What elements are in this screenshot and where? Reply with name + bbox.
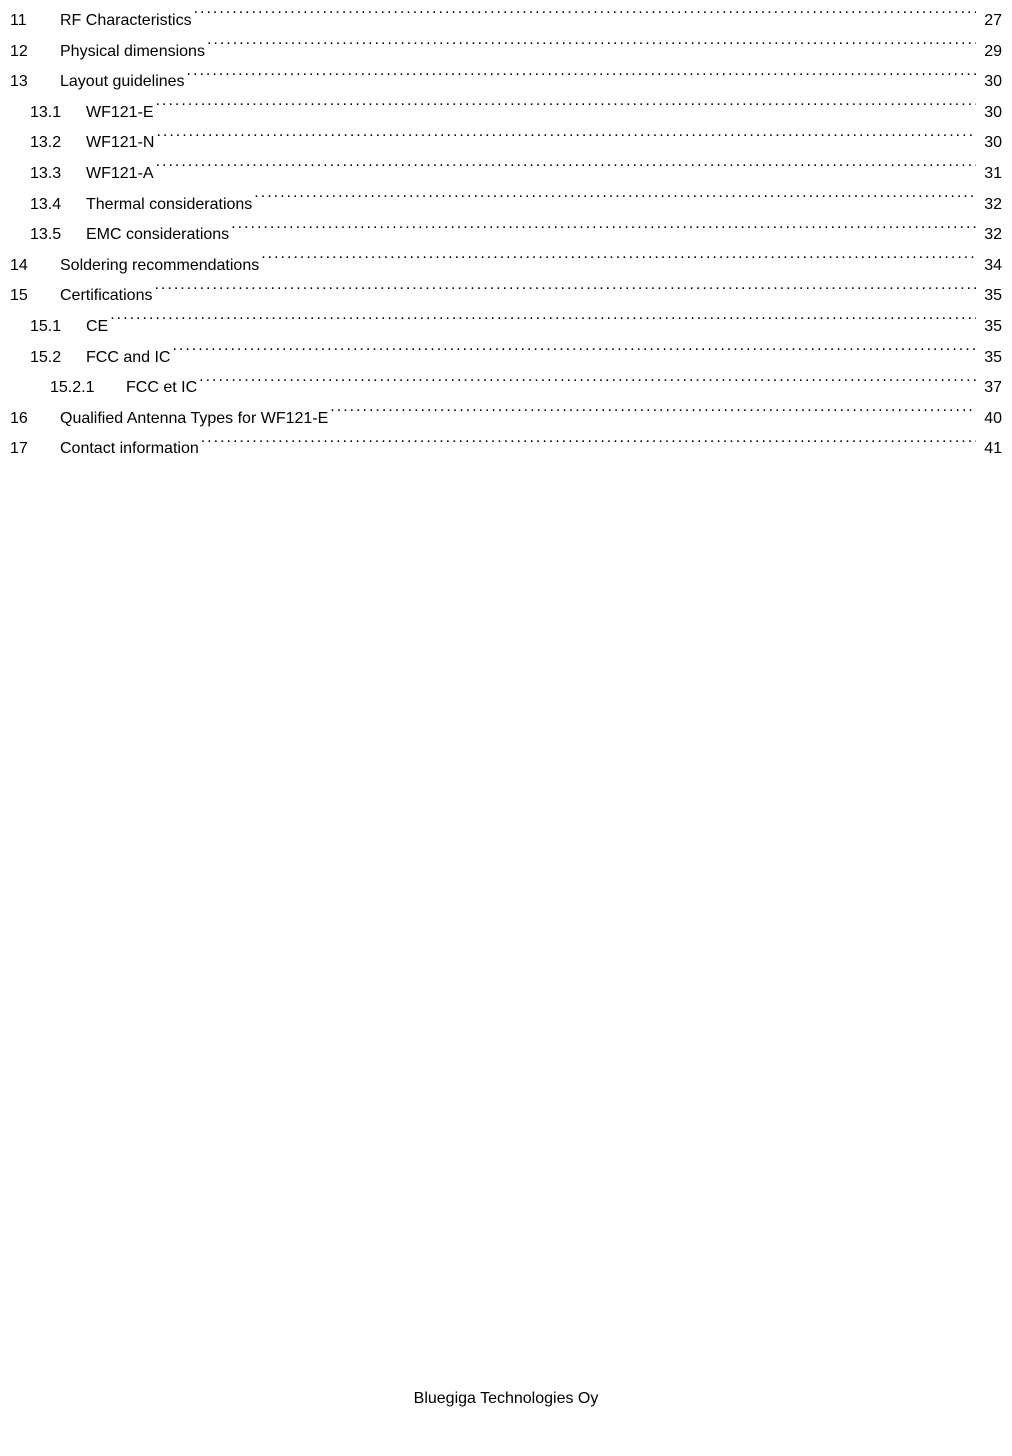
- toc-entry-number: 13.4: [30, 190, 86, 221]
- toc-entry: 13.4 Thermal considerations 32: [10, 190, 1002, 221]
- toc-entry: 13.2 WF121-N 30: [10, 128, 1002, 159]
- toc-entry-page: 32: [978, 190, 1002, 221]
- toc-entry: 15 Certifications 35: [10, 281, 1002, 312]
- toc-entry: 13.1 WF121-E 30: [10, 98, 1002, 129]
- toc-entry: 15.2.1 FCC et IC 37: [10, 373, 1002, 404]
- toc-entry-page: 35: [978, 343, 1002, 374]
- toc-entry-number: 11: [10, 6, 60, 37]
- toc-entry-page: 37: [978, 373, 1002, 404]
- toc-entry-number: 17: [10, 434, 60, 465]
- toc-leader-dots: [110, 315, 976, 331]
- toc-entry-number: 13.2: [30, 128, 86, 159]
- toc-entry-number: 13: [10, 67, 60, 98]
- toc-entry-number: 16: [10, 404, 60, 435]
- toc-entry-number: 13.3: [30, 159, 86, 190]
- toc-entry-number: 14: [10, 251, 60, 282]
- toc-leader-dots: [154, 284, 976, 300]
- toc-leader-dots: [172, 346, 976, 362]
- toc-leader-dots: [254, 193, 976, 209]
- toc-leader-dots: [156, 131, 976, 147]
- toc-entry-number: 15.2: [30, 343, 86, 374]
- toc-entry-page: 35: [978, 281, 1002, 312]
- toc-entry: 13 Layout guidelines 30: [10, 67, 1002, 98]
- toc-entry: 12 Physical dimensions 29: [10, 37, 1002, 68]
- toc-entry-title: Physical dimensions: [60, 37, 205, 68]
- toc-entry-page: 32: [978, 220, 1002, 251]
- toc-entry-title: FCC and IC: [86, 343, 170, 374]
- toc-entry-page: 29: [978, 37, 1002, 68]
- toc-entry-title: Certifications: [60, 281, 152, 312]
- toc-entry: 15.1 CE 35: [10, 312, 1002, 343]
- toc-entry-page: 30: [978, 67, 1002, 98]
- toc-entry: 13.3 WF121-A 31: [10, 159, 1002, 190]
- toc-entry-title: Qualified Antenna Types for WF121-E: [60, 404, 328, 435]
- toc-leader-dots: [194, 9, 977, 25]
- toc-leader-dots: [199, 376, 976, 392]
- footer-text: Bluegiga Technologies Oy: [414, 1390, 599, 1407]
- toc-entry-number: 15: [10, 281, 60, 312]
- toc-entry-number: 13.5: [30, 220, 86, 251]
- toc-entry-title: Layout guidelines: [60, 67, 185, 98]
- toc-entry-title: WF121-E: [86, 98, 154, 129]
- toc-entry-page: 40: [978, 404, 1002, 435]
- toc-entry: 15.2 FCC and IC 35: [10, 343, 1002, 374]
- toc-entry-title: Soldering recommendations: [60, 251, 259, 282]
- toc-entry-page: 35: [978, 312, 1002, 343]
- table-of-contents: 11 RF Characteristics 27 12 Physical dim…: [10, 0, 1002, 465]
- toc-entry-page: 34: [978, 251, 1002, 282]
- toc-leader-dots: [231, 223, 976, 239]
- toc-entry-number: 15.2.1: [50, 373, 126, 404]
- toc-leader-dots: [207, 40, 976, 56]
- document-page: 11 RF Characteristics 27 12 Physical dim…: [0, 0, 1012, 1456]
- toc-leader-dots: [261, 254, 976, 270]
- toc-entry-page: 31: [978, 159, 1002, 190]
- toc-entry-title: EMC considerations: [86, 220, 229, 251]
- toc-entry: 16 Qualified Antenna Types for WF121-E 4…: [10, 404, 1002, 435]
- toc-entry: 13.5 EMC considerations 32: [10, 220, 1002, 251]
- toc-entry: 11 RF Characteristics 27: [10, 6, 1002, 37]
- toc-entry-page: 30: [978, 128, 1002, 159]
- toc-entry-page: 41: [978, 434, 1002, 465]
- page-footer: Bluegiga Technologies Oy: [0, 1390, 1012, 1408]
- toc-entry: 14 Soldering recommendations 34: [10, 251, 1002, 282]
- toc-entry-title: RF Characteristics: [60, 6, 192, 37]
- toc-leader-dots: [187, 70, 977, 86]
- toc-entry-page: 30: [978, 98, 1002, 129]
- toc-entry-title: FCC et IC: [126, 373, 197, 404]
- toc-leader-dots: [156, 101, 977, 117]
- toc-entry-page: 27: [978, 6, 1002, 37]
- toc-entry-title: WF121-N: [86, 128, 154, 159]
- toc-leader-dots: [201, 437, 976, 453]
- toc-entry-number: 13.1: [30, 98, 86, 129]
- toc-entry-title: CE: [86, 312, 108, 343]
- toc-entry: 17 Contact information 41: [10, 434, 1002, 465]
- toc-entry-title: WF121-A: [86, 159, 154, 190]
- toc-leader-dots: [156, 162, 977, 178]
- toc-entry-number: 15.1: [30, 312, 86, 343]
- toc-entry-title: Thermal considerations: [86, 190, 252, 221]
- toc-entry-title: Contact information: [60, 434, 199, 465]
- toc-entry-number: 12: [10, 37, 60, 68]
- toc-leader-dots: [330, 407, 976, 423]
